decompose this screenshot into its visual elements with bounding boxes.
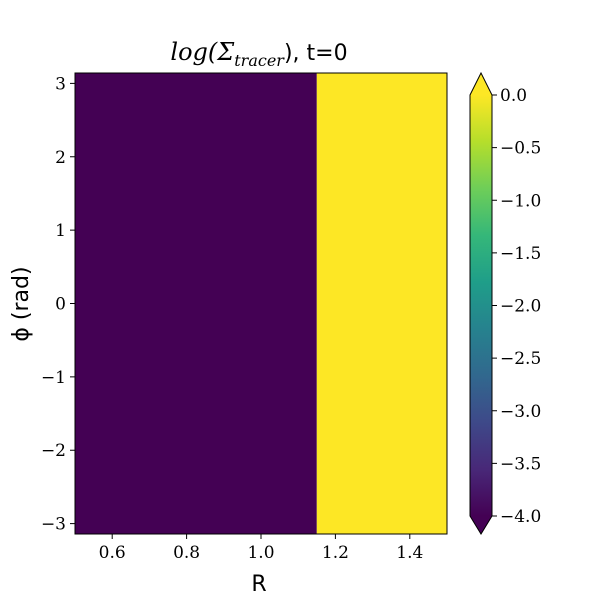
colorbar-tick-label: −1.0 — [500, 191, 541, 211]
y-tick-label: −3 — [41, 515, 66, 535]
x-tick-label: 0.8 — [173, 543, 200, 563]
x-axis-label: R — [251, 572, 266, 597]
colorbar: 0.0 −0.5 −1.0 −1.5 −2.0 −2.5 −3.0 −3.5 −4.0 — [469, 71, 541, 535]
y-tick-label: −2 — [41, 441, 66, 461]
colorbar-tick-label: −0.5 — [500, 139, 541, 159]
colorbar-tick-label: −1.5 — [500, 244, 541, 264]
y-tick-label: 0 — [55, 295, 66, 315]
chart-title: log(Σtracer), t=0 — [170, 38, 347, 70]
colorbar-extend-bottom — [470, 516, 492, 534]
y-tick-label: 1 — [55, 221, 66, 241]
y-axis-ticks: −3 −2 −1 0 1 2 3 — [41, 74, 75, 535]
heatmap-region — [316, 73, 447, 534]
colorbar-body — [470, 95, 492, 516]
colorbar-tick-label: −2.0 — [500, 297, 541, 317]
x-axis-ticks: 0.6 0.8 1.0 1.2 1.4 — [99, 534, 423, 563]
y-axis-label: ϕ (rad) — [9, 266, 34, 341]
chart-title-main: log(Σ — [170, 38, 235, 66]
y-tick-label: 2 — [55, 148, 66, 168]
colorbar-tick-label: −4.0 — [500, 507, 541, 527]
colorbar-ticks: 0.0 −0.5 −1.0 −1.5 −2.0 −2.5 −3.0 −3.5 −4.0 — [492, 86, 541, 527]
heatmap-regions — [75, 73, 447, 534]
colorbar-tick-label: 0.0 — [500, 86, 527, 106]
y-tick-label: −1 — [41, 368, 66, 388]
x-tick-label: 1.4 — [396, 543, 423, 563]
x-tick-label: 1.0 — [247, 543, 274, 563]
x-tick-label: 0.6 — [99, 543, 126, 563]
colorbar-tick-label: −3.5 — [500, 454, 541, 474]
colorbar-tick-label: −3.0 — [500, 402, 541, 422]
y-tick-label: 3 — [55, 74, 66, 94]
heatmap-region — [75, 73, 317, 534]
chart-title-subscript: tracer — [234, 51, 285, 70]
colorbar-tick-label: −2.5 — [500, 349, 541, 369]
colorbar-extend-top — [470, 73, 492, 95]
chart-title-tail: ), t=0 — [284, 41, 348, 66]
x-tick-label: 1.2 — [322, 543, 349, 563]
